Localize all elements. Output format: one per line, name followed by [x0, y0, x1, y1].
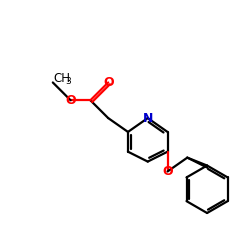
Text: N: N: [142, 112, 153, 124]
Text: O: O: [65, 94, 76, 107]
Text: CH: CH: [54, 72, 71, 85]
Text: 3: 3: [66, 77, 71, 86]
Text: O: O: [162, 165, 173, 178]
Text: O: O: [103, 76, 114, 89]
